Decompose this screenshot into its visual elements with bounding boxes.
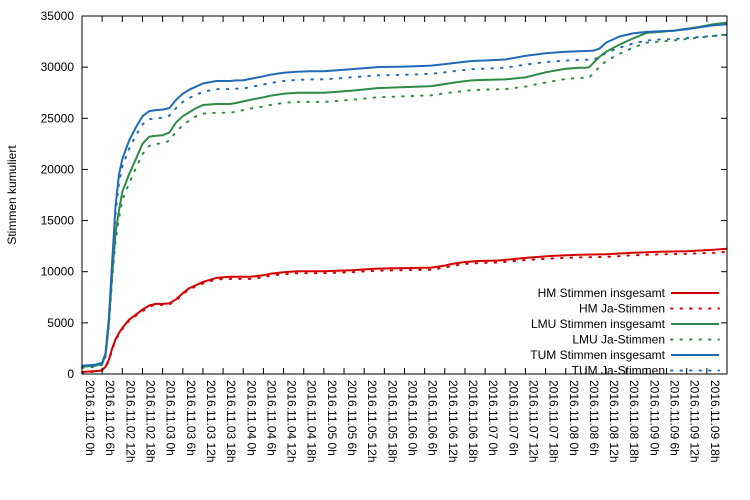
- y-tick-label: 20000: [41, 162, 75, 176]
- x-tick-label: 2016.11.09 18h: [708, 380, 722, 463]
- legend-label: HM Stimmen insgesamt: [538, 286, 666, 300]
- y-tick-label: 15000: [41, 214, 75, 228]
- y-tick-label: 0: [67, 367, 74, 381]
- x-tick-label: 2016.11.06 12h: [446, 380, 460, 463]
- series-line-3: [81, 33, 728, 369]
- legend-label: LMU Ja-Stimmen: [572, 333, 665, 347]
- legend-label: TUM Stimmen insgesamt: [530, 348, 665, 362]
- legend-label: HM Ja-Stimmen: [579, 302, 665, 316]
- x-tick-label: 2016.11.03 6h: [184, 380, 198, 456]
- legend-label: TUM Ja-Stimmen: [572, 364, 665, 378]
- x-tick-label: 2016.11.08 0h: [567, 380, 581, 456]
- x-tick-label: 2016.11.05 12h: [365, 380, 379, 463]
- y-tick-label: 10000: [41, 265, 75, 279]
- x-tick-label: 2016.11.07 6h: [506, 380, 520, 456]
- x-tick-label: 2016.11.03 18h: [224, 380, 238, 463]
- x-tick-label: 2016.11.07 18h: [547, 380, 561, 463]
- y-tick-label: 30000: [41, 60, 75, 74]
- y-axis: 0 5000 10000 15000 20000 25000 30000 35000: [41, 9, 727, 381]
- x-tick-label: 2016.11.08 6h: [587, 380, 601, 456]
- x-tick-label: 2016.11.05 0h: [325, 380, 339, 456]
- x-tick-label: 2016.11.02 6h: [103, 380, 117, 456]
- x-tick-label: 2016.11.05 18h: [385, 380, 399, 463]
- x-tick-label: 2016.11.02 0h: [83, 380, 97, 456]
- x-tick-label: 2016.11.06 6h: [426, 380, 440, 456]
- x-tick-label: 2016.11.04 0h: [244, 380, 258, 456]
- y-axis-title: Stimmen kumuliert: [5, 145, 19, 245]
- x-tick-label: 2016.11.03 0h: [164, 380, 178, 456]
- x-tick-label: 2016.11.09 12h: [688, 380, 702, 463]
- legend-label: LMU Stimmen insgesamt: [531, 317, 666, 331]
- x-tick-label: 2016.11.07 0h: [486, 380, 500, 456]
- x-tick-label: 2016.11.04 18h: [305, 380, 319, 463]
- x-tick-label: 2016.11.04 12h: [285, 380, 299, 463]
- x-tick-label: 2016.11.02 12h: [123, 380, 137, 463]
- x-tick-label: 2016.11.03 12h: [204, 380, 218, 463]
- series-line-5: [81, 33, 728, 368]
- plot-lines: [81, 21, 728, 374]
- x-tick-label: 2016.11.06 0h: [406, 380, 420, 456]
- y-tick-label: 35000: [41, 9, 75, 23]
- x-tick-label: 2016.11.04 6h: [264, 380, 278, 456]
- x-tick-label: 2016.11.08 18h: [627, 380, 641, 463]
- x-tick-label: 2016.11.09 6h: [668, 380, 682, 456]
- x-tick-label: 2016.11.09 0h: [647, 380, 661, 456]
- x-tick-label: 2016.11.02 18h: [143, 380, 157, 463]
- series-line-1: [81, 250, 728, 374]
- x-tick-label: 2016.11.06 18h: [466, 380, 480, 463]
- y-tick-label: 5000: [47, 316, 74, 330]
- y-tick-label: 25000: [41, 111, 75, 125]
- x-axis: 2016.11.02 0h 2016.11.02 6h 2016.11.02 12h…: [81, 16, 722, 463]
- series-line-4: [81, 23, 728, 367]
- x-tick-label: 2016.11.05 6h: [345, 380, 359, 456]
- x-tick-label: 2016.11.07 12h: [526, 380, 540, 463]
- x-tick-label: 2016.11.08 12h: [607, 380, 621, 463]
